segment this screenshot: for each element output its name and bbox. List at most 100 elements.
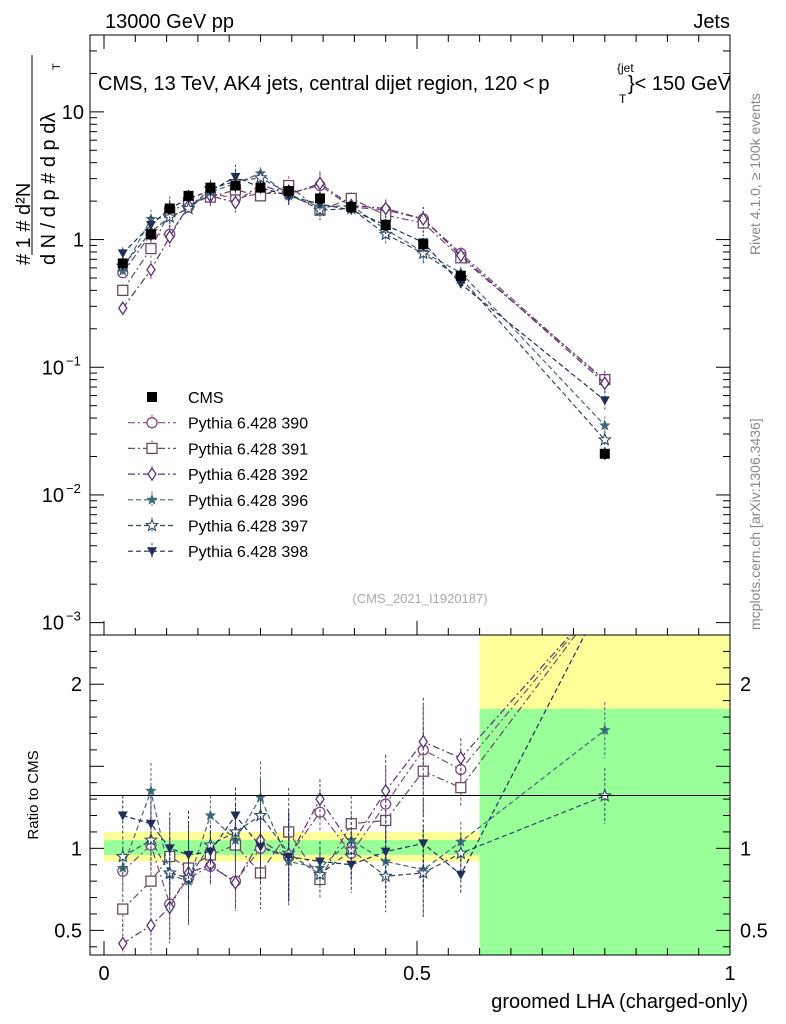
series-point <box>145 212 157 224</box>
series-point <box>117 264 129 276</box>
series-line <box>122 182 606 384</box>
main-data-layer <box>117 179 610 460</box>
series-point <box>456 248 466 263</box>
ratio-band-stat <box>479 708 730 955</box>
chart-title-main: CMS, 13 TeV, AK4 jets, central dijet reg… <box>98 73 534 95</box>
legend-label: Pythia 6.428 390 <box>188 416 308 433</box>
ylabel-denominator: d N / d p # d p dλ <box>38 113 60 265</box>
y-tick-label: 10 <box>42 357 64 379</box>
series-point <box>455 279 466 289</box>
series-point <box>416 245 431 260</box>
y-tick-label-exp: −2 <box>66 481 81 496</box>
data-point <box>255 182 266 193</box>
series-line <box>122 172 606 426</box>
data-point <box>346 201 357 212</box>
ylabel-sub-t: T <box>51 63 63 70</box>
ratio-tick-label-right: 0.5 <box>740 920 768 942</box>
y-tick-label: 10 <box>62 102 84 124</box>
header-left: 13000 GeV pp <box>105 11 234 33</box>
series-point <box>230 172 241 182</box>
data-point <box>455 270 466 281</box>
y-tick-label-exp: −3 <box>66 609 81 624</box>
ratio-point <box>145 784 157 796</box>
ratio-point <box>418 839 429 849</box>
series-point <box>597 432 612 446</box>
series-point <box>145 221 156 231</box>
ratio-point <box>115 849 130 863</box>
data-point <box>314 193 325 204</box>
series-point <box>164 229 175 245</box>
ratio-point <box>417 765 429 777</box>
series-line <box>122 184 606 381</box>
series-point <box>117 301 128 316</box>
legend: CMS Pythia 6.428 390 Pythia 6.428 391 Pythi… <box>128 390 308 561</box>
series-point <box>145 242 157 255</box>
chart-title-p: p <box>538 73 549 95</box>
series-point <box>117 249 128 259</box>
legend-marker <box>146 417 158 429</box>
series-line <box>122 177 606 441</box>
y-tick-label: 10 <box>42 485 64 507</box>
side-mcplots-label: mcplots.cern.ch [arXiv:1306.3436] <box>747 418 763 630</box>
legend-label: Pythia 6.428 397 <box>188 519 308 536</box>
ratio-point <box>418 734 429 749</box>
data-point <box>183 190 194 201</box>
series-point <box>117 284 129 297</box>
ratio-series-layer <box>115 635 612 954</box>
legend-marker <box>147 547 157 557</box>
data-point <box>599 448 610 459</box>
ratio-tick-label-right: 1 <box>740 838 751 860</box>
header-right: Jets <box>693 11 730 33</box>
xlabel: groomed LHA (charged-only) <box>491 991 748 1013</box>
series-point <box>599 396 610 406</box>
series-point <box>146 262 156 277</box>
ratio-point <box>315 791 325 807</box>
ratio-line <box>122 635 577 910</box>
legend-label: Pythia 6.428 392 <box>188 467 308 484</box>
x-tick-label: 1 <box>724 963 735 985</box>
ratio-point <box>117 936 128 951</box>
series-point <box>418 211 429 227</box>
data-point <box>205 182 216 193</box>
ratio-point <box>145 875 157 887</box>
series-point <box>600 376 610 391</box>
legend-marker <box>146 442 158 455</box>
legend-label: Pythia 6.428 391 <box>188 441 308 458</box>
ylabel-ratio: Ratio to CMS <box>25 750 42 839</box>
series-point <box>162 209 177 224</box>
legend-label: Pythia 6.428 396 <box>188 493 308 510</box>
ratio-tick-label-right: 2 <box>740 674 751 696</box>
series-point <box>315 176 325 191</box>
ratio-point <box>314 857 325 867</box>
watermark: (CMS_2021_I1920187) <box>352 591 487 606</box>
data-point <box>418 239 429 250</box>
x-tick-label: 0 <box>98 963 109 985</box>
ratio-point <box>283 852 294 862</box>
ratio-line <box>122 635 571 945</box>
data-point <box>283 186 294 197</box>
series-point <box>230 195 241 210</box>
ratio-point <box>255 842 266 852</box>
chart-title-sup: {jet <box>617 61 634 75</box>
chart-title-tail: }< 150 GeV <box>628 73 732 95</box>
ratio-point <box>205 847 216 857</box>
ratio-line <box>122 635 586 876</box>
legend-marker <box>144 517 160 532</box>
x-axis: 0 0.5 1 <box>98 35 736 985</box>
ratio-point <box>599 724 611 736</box>
ratio-point <box>380 798 392 810</box>
ratio-point <box>204 809 217 821</box>
series-point <box>599 419 611 431</box>
side-rivet-label: Rivet 4.1.0, ≥ 100k events <box>747 93 763 255</box>
main-frame <box>89 34 731 636</box>
series-point <box>181 201 196 215</box>
legend-label: Pythia 6.428 398 <box>188 544 308 561</box>
ratio-y-axis: 2 2 1 1 0.5 0.5 <box>54 650 768 948</box>
ylabel-fraction: # 1 # d²N <box>13 183 35 265</box>
series-point <box>380 201 391 216</box>
ratio-point <box>164 844 175 854</box>
ratio-point <box>314 806 326 818</box>
data-point <box>164 203 175 214</box>
